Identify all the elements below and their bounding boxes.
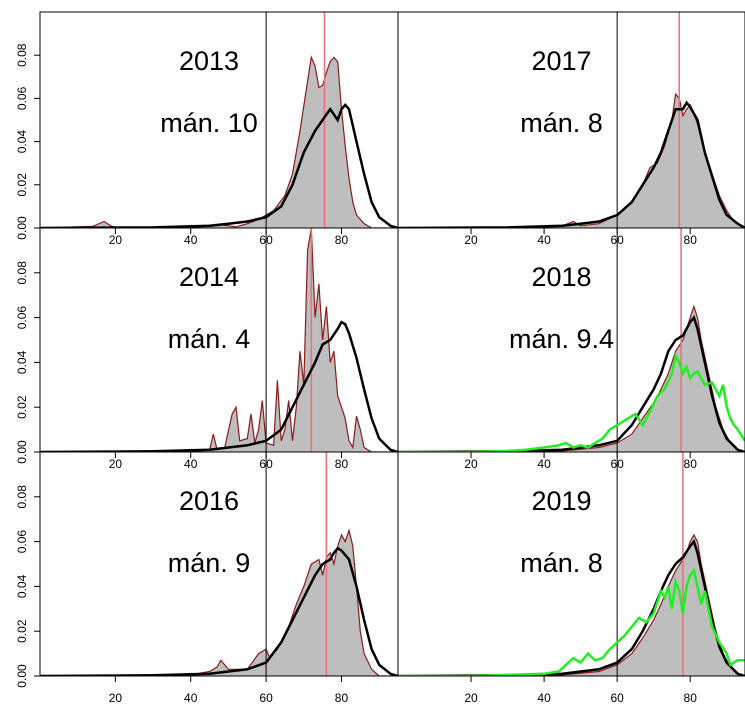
panel-year-label: 2014	[179, 262, 239, 292]
x-tick-label: 40	[184, 233, 198, 247]
x-tick-label: 40	[537, 457, 551, 471]
x-tick-label: 40	[537, 691, 551, 705]
reference-curve-2014	[40, 320, 398, 452]
x-tick-label: 40	[184, 457, 198, 471]
reference-curve-2017	[398, 100, 745, 228]
x-tick-label: 80	[684, 233, 698, 247]
x-tick-label: 80	[335, 457, 349, 471]
panel-note-label: mán. 8	[520, 108, 603, 138]
y-tick-label: 0.00	[15, 216, 29, 240]
x-tick-label: 20	[109, 233, 123, 247]
panel-note-label: mán. 8	[520, 548, 603, 578]
x-tick-label: 60	[610, 691, 624, 705]
density-outline-2014	[40, 228, 398, 452]
x-tick-label: 20	[464, 691, 478, 705]
y-tick-label: 0.04	[15, 350, 29, 374]
y-tick-label: 0.00	[15, 664, 29, 688]
density-fill-2016	[40, 530, 398, 676]
y-tick-label: 0.06	[15, 306, 29, 330]
x-tick-label: 20	[464, 457, 478, 471]
y-tick-label: 0.04	[15, 130, 29, 154]
density-fill-2017	[398, 94, 745, 228]
panel-note-label: mán. 10	[160, 108, 258, 138]
x-tick-label: 80	[335, 233, 349, 247]
y-tick-label: 0.04	[15, 574, 29, 598]
y-tick-label: 0.08	[15, 261, 29, 285]
reference-curve-2013	[40, 102, 398, 228]
panel-note-label: mán. 9.4	[509, 324, 614, 354]
x-tick-label: 40	[184, 691, 198, 705]
x-tick-label: 20	[109, 691, 123, 705]
y-tick-label: 0.06	[15, 530, 29, 554]
comparison-curve-2018	[398, 352, 745, 452]
y-tick-label: 0.00	[15, 440, 29, 464]
density-fill-2014	[40, 228, 398, 452]
y-tick-label: 0.08	[15, 485, 29, 509]
panel-year-label: 2017	[531, 46, 591, 76]
panel-border-2019	[397, 451, 745, 677]
y-tick-label: 0.06	[15, 86, 29, 110]
x-tick-label: 20	[109, 457, 123, 471]
density-fill-2019	[398, 534, 745, 676]
x-tick-label: 20	[464, 233, 478, 247]
panel-year-label: 2013	[179, 46, 239, 76]
y-tick-label: 0.08	[15, 43, 29, 67]
y-tick-label: 0.02	[15, 173, 29, 197]
x-tick-label: 80	[684, 457, 698, 471]
x-tick-label: 80	[335, 691, 349, 705]
x-tick-label: 60	[259, 691, 273, 705]
panel-year-label: 2019	[531, 486, 591, 516]
x-tick-label: 40	[537, 233, 551, 247]
reference-curve-2016	[40, 546, 398, 676]
y-tick-label: 0.02	[15, 619, 29, 643]
panel-year-label: 2018	[531, 262, 591, 292]
x-tick-label: 80	[684, 691, 698, 705]
density-fill-2018	[398, 306, 745, 452]
density-fill-2013	[40, 57, 398, 228]
panel-note-label: mán. 4	[168, 324, 251, 354]
panel-note-label: mán. 9	[168, 548, 251, 578]
panel-year-label: 2016	[179, 486, 239, 516]
comparison-curve-2019	[398, 567, 745, 676]
y-tick-label: 0.02	[15, 395, 29, 419]
